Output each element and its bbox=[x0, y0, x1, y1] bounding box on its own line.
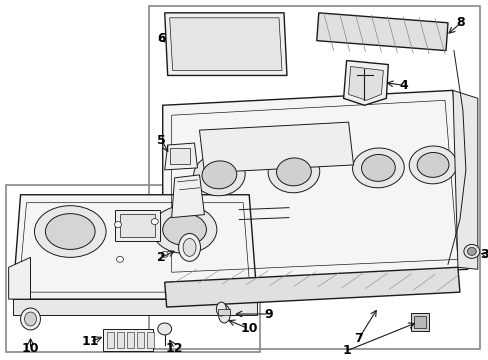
Ellipse shape bbox=[20, 308, 41, 330]
Ellipse shape bbox=[183, 238, 196, 256]
Text: 11: 11 bbox=[81, 336, 99, 348]
Polygon shape bbox=[199, 122, 353, 173]
Polygon shape bbox=[164, 267, 459, 307]
Text: 8: 8 bbox=[456, 16, 464, 29]
Ellipse shape bbox=[218, 305, 230, 323]
Ellipse shape bbox=[361, 154, 394, 181]
Polygon shape bbox=[171, 175, 204, 217]
Polygon shape bbox=[164, 143, 197, 170]
Text: 9: 9 bbox=[264, 307, 273, 320]
Ellipse shape bbox=[276, 158, 311, 186]
Polygon shape bbox=[164, 13, 286, 76]
Ellipse shape bbox=[408, 146, 456, 184]
Ellipse shape bbox=[178, 234, 200, 261]
Polygon shape bbox=[169, 18, 282, 71]
Ellipse shape bbox=[161, 251, 168, 257]
Ellipse shape bbox=[163, 213, 206, 246]
Polygon shape bbox=[316, 13, 447, 51]
Ellipse shape bbox=[151, 219, 158, 225]
Ellipse shape bbox=[463, 244, 479, 258]
Polygon shape bbox=[348, 67, 383, 100]
Ellipse shape bbox=[45, 213, 95, 249]
Polygon shape bbox=[452, 90, 477, 269]
Ellipse shape bbox=[35, 206, 106, 257]
Text: 6: 6 bbox=[157, 32, 166, 45]
Text: 1: 1 bbox=[342, 344, 350, 357]
Polygon shape bbox=[9, 257, 30, 299]
Bar bbox=[127, 332, 134, 348]
Ellipse shape bbox=[202, 161, 236, 189]
Text: 2: 2 bbox=[157, 251, 166, 264]
Bar bbox=[117, 332, 123, 348]
Polygon shape bbox=[343, 60, 387, 105]
Bar bbox=[413, 316, 425, 328]
Ellipse shape bbox=[352, 148, 404, 188]
Ellipse shape bbox=[467, 247, 475, 255]
Bar bbox=[115, 210, 160, 242]
Text: 10: 10 bbox=[22, 342, 39, 355]
Bar bbox=[103, 329, 152, 351]
Text: 5: 5 bbox=[157, 134, 166, 147]
Bar bbox=[120, 213, 154, 238]
Ellipse shape bbox=[152, 206, 217, 253]
Text: 3: 3 bbox=[480, 248, 488, 261]
Text: 7: 7 bbox=[353, 332, 362, 345]
Bar bbox=[148, 6, 479, 349]
Ellipse shape bbox=[416, 153, 448, 177]
Text: 4: 4 bbox=[399, 79, 408, 92]
Ellipse shape bbox=[114, 221, 121, 228]
Polygon shape bbox=[13, 195, 257, 299]
Bar bbox=[169, 148, 189, 164]
Bar bbox=[137, 332, 143, 348]
Bar bbox=[107, 332, 114, 348]
Polygon shape bbox=[13, 299, 257, 315]
Bar bbox=[6, 185, 260, 352]
Ellipse shape bbox=[116, 256, 123, 262]
Polygon shape bbox=[163, 90, 467, 284]
Ellipse shape bbox=[24, 312, 37, 326]
Bar bbox=[410, 313, 428, 331]
Ellipse shape bbox=[267, 151, 319, 193]
Ellipse shape bbox=[216, 302, 226, 316]
Ellipse shape bbox=[193, 154, 244, 196]
Text: 12: 12 bbox=[165, 342, 183, 355]
Bar bbox=[146, 332, 153, 348]
Bar bbox=[218, 309, 230, 315]
Text: 10: 10 bbox=[240, 323, 257, 336]
Ellipse shape bbox=[158, 323, 171, 335]
